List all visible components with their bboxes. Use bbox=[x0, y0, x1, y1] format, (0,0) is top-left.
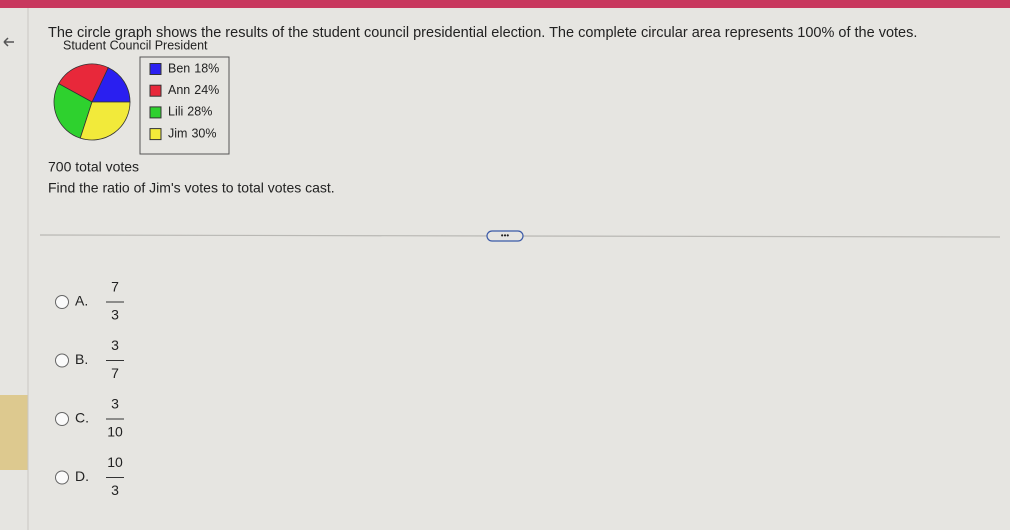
radio-button[interactable] bbox=[55, 353, 69, 368]
denominator[interactable]: 7 bbox=[111, 365, 119, 381]
total-votes: 700 total votes bbox=[48, 159, 139, 175]
legend-name: Ben bbox=[168, 61, 190, 75]
numerator[interactable]: 7 bbox=[111, 279, 119, 295]
expand-button[interactable] bbox=[486, 230, 524, 242]
denominator[interactable]: 10 bbox=[107, 424, 123, 440]
top-bar bbox=[0, 0, 1010, 8]
pie-slice bbox=[58, 63, 109, 103]
legend-value: 24% bbox=[194, 83, 219, 97]
legend-value: 30% bbox=[191, 126, 216, 140]
pie-slice bbox=[53, 83, 93, 139]
option-letter[interactable]: A. bbox=[75, 293, 88, 309]
denominator[interactable]: 3 bbox=[111, 307, 119, 323]
back-arrow[interactable] bbox=[3, 37, 14, 47]
legend-swatch bbox=[149, 84, 162, 97]
prompt: Find the ratio of Jim's votes to total v… bbox=[48, 180, 335, 196]
question-text: The circle graph shows the results of th… bbox=[48, 25, 917, 41]
expand-dots[interactable]: ••• bbox=[501, 231, 510, 240]
legend-name: Lili bbox=[168, 105, 183, 119]
legend-box bbox=[139, 56, 230, 155]
legend-value: 18% bbox=[194, 61, 219, 75]
numerator[interactable]: 3 bbox=[111, 396, 119, 412]
denominator[interactable]: 3 bbox=[111, 482, 119, 498]
radio-button[interactable] bbox=[55, 412, 69, 426]
legend-name: Ann bbox=[168, 83, 190, 97]
legend-swatch bbox=[149, 128, 162, 141]
pie-chart bbox=[53, 63, 131, 141]
option-letter[interactable]: D. bbox=[75, 468, 89, 484]
legend-name: Jim bbox=[168, 126, 187, 140]
legend-swatch bbox=[149, 63, 162, 75]
radio-button[interactable] bbox=[55, 295, 69, 309]
pie-slice bbox=[91, 67, 131, 103]
option-letter[interactable]: B. bbox=[75, 351, 88, 367]
numerator[interactable]: 3 bbox=[111, 337, 119, 353]
option-letter[interactable]: C. bbox=[75, 410, 89, 426]
side-highlight bbox=[0, 395, 28, 470]
legend: Ben 18% Ann 24% Lili 28%Jim 30% bbox=[149, 61, 219, 141]
chart-title: Student Council President bbox=[63, 38, 208, 52]
radio-button[interactable] bbox=[55, 470, 69, 485]
legend-value: 28% bbox=[187, 105, 212, 119]
legend-swatch bbox=[149, 106, 162, 119]
pie-slice bbox=[79, 101, 131, 141]
options: A. 7 3 B. 3 7 C. 3 10 D. 10 3 bbox=[55, 279, 124, 498]
numerator[interactable]: 10 bbox=[107, 454, 123, 470]
